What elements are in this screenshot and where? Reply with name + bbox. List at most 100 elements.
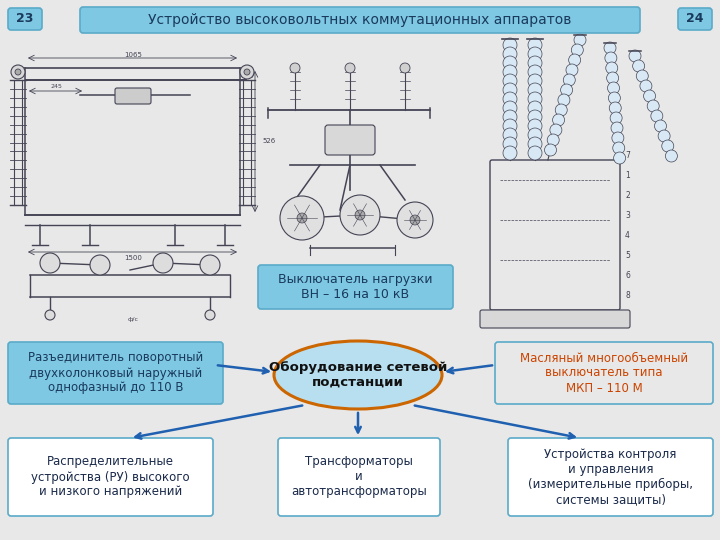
Text: Устройство высоковольтных коммутационных аппаратов: Устройство высоковольтных коммутационных… <box>148 13 572 27</box>
Text: Распределительные
устройства (РУ) высокого
и низкого напряжений: Распределительные устройства (РУ) высоко… <box>31 456 190 498</box>
Circle shape <box>45 310 55 320</box>
Circle shape <box>503 119 517 133</box>
Circle shape <box>610 112 622 124</box>
Text: ф/с: ф/с <box>127 318 138 322</box>
Circle shape <box>608 92 621 104</box>
Circle shape <box>528 38 542 52</box>
Circle shape <box>636 70 648 82</box>
Circle shape <box>606 62 618 74</box>
Circle shape <box>629 50 641 62</box>
Circle shape <box>400 63 410 73</box>
Circle shape <box>613 152 626 164</box>
Circle shape <box>244 69 250 75</box>
Ellipse shape <box>274 341 442 409</box>
Circle shape <box>651 110 663 122</box>
Circle shape <box>205 310 215 320</box>
Circle shape <box>528 92 542 106</box>
Circle shape <box>566 64 578 76</box>
Circle shape <box>662 140 674 152</box>
Circle shape <box>397 202 433 238</box>
Text: 7: 7 <box>625 151 630 159</box>
Text: 1065: 1065 <box>124 52 142 58</box>
Circle shape <box>290 63 300 73</box>
Text: 4: 4 <box>625 231 630 240</box>
Circle shape <box>558 94 570 106</box>
FancyBboxPatch shape <box>325 125 375 155</box>
Circle shape <box>647 100 660 112</box>
Circle shape <box>665 150 678 162</box>
Circle shape <box>503 128 517 142</box>
Circle shape <box>503 74 517 88</box>
Circle shape <box>503 47 517 61</box>
Circle shape <box>612 132 624 144</box>
Text: 24: 24 <box>686 12 703 25</box>
Circle shape <box>609 102 621 114</box>
Circle shape <box>15 69 21 75</box>
Circle shape <box>528 146 542 160</box>
Circle shape <box>280 196 324 240</box>
Circle shape <box>503 38 517 52</box>
Circle shape <box>658 130 670 142</box>
FancyBboxPatch shape <box>80 7 640 33</box>
Circle shape <box>503 65 517 79</box>
Circle shape <box>503 137 517 151</box>
Circle shape <box>503 83 517 97</box>
Text: 3: 3 <box>625 211 630 219</box>
Circle shape <box>503 146 517 160</box>
Circle shape <box>503 56 517 70</box>
Circle shape <box>528 128 542 142</box>
Circle shape <box>654 120 667 132</box>
Circle shape <box>153 253 173 273</box>
Text: 1: 1 <box>625 171 630 179</box>
Circle shape <box>572 44 583 56</box>
Text: 245: 245 <box>50 84 62 89</box>
Circle shape <box>528 119 542 133</box>
Circle shape <box>297 213 307 223</box>
Circle shape <box>608 82 619 94</box>
Text: Устройства контроля
и управления
(измерительные приборы,
системы защиты): Устройства контроля и управления (измери… <box>528 448 693 506</box>
Text: 2: 2 <box>625 191 630 199</box>
FancyBboxPatch shape <box>490 160 620 310</box>
Circle shape <box>574 34 586 46</box>
FancyBboxPatch shape <box>495 342 713 404</box>
Circle shape <box>563 74 575 86</box>
Text: 8: 8 <box>625 291 630 300</box>
Circle shape <box>355 210 365 220</box>
FancyBboxPatch shape <box>8 438 213 516</box>
Circle shape <box>544 144 557 156</box>
Circle shape <box>561 84 572 96</box>
Circle shape <box>503 110 517 124</box>
Text: Трансформаторы
и
автотрансформаторы: Трансформаторы и автотрансформаторы <box>291 456 427 498</box>
Circle shape <box>633 60 644 72</box>
Circle shape <box>644 90 655 102</box>
FancyBboxPatch shape <box>258 265 453 309</box>
Circle shape <box>528 83 542 97</box>
Text: Оборудование сетевой
подстанции: Оборудование сетевой подстанции <box>269 361 447 389</box>
FancyBboxPatch shape <box>115 88 151 104</box>
Circle shape <box>605 52 617 64</box>
Circle shape <box>552 114 564 126</box>
Circle shape <box>550 124 562 136</box>
Text: 5: 5 <box>625 251 630 260</box>
Circle shape <box>200 255 220 275</box>
FancyBboxPatch shape <box>8 8 42 30</box>
Circle shape <box>528 47 542 61</box>
FancyBboxPatch shape <box>278 438 440 516</box>
FancyBboxPatch shape <box>508 438 713 516</box>
Circle shape <box>528 101 542 115</box>
Circle shape <box>503 101 517 115</box>
Circle shape <box>90 255 110 275</box>
Circle shape <box>11 65 25 79</box>
FancyBboxPatch shape <box>8 342 223 404</box>
Circle shape <box>528 74 542 88</box>
Circle shape <box>528 56 542 70</box>
Circle shape <box>528 65 542 79</box>
Text: 23: 23 <box>17 12 34 25</box>
Circle shape <box>555 104 567 116</box>
FancyBboxPatch shape <box>678 8 712 30</box>
Circle shape <box>340 195 380 235</box>
Circle shape <box>547 134 559 146</box>
Circle shape <box>503 92 517 106</box>
Circle shape <box>569 54 580 66</box>
Circle shape <box>640 80 652 92</box>
